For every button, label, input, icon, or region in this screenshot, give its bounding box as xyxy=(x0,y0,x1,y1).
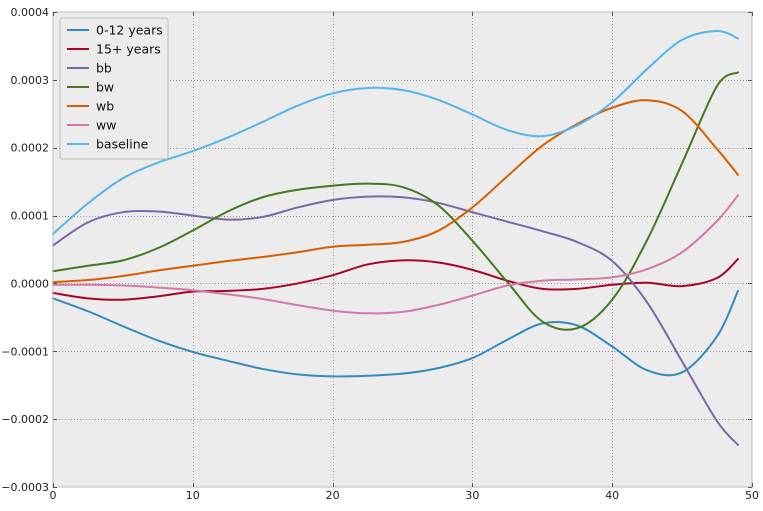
x-tick-label: 30 xyxy=(465,489,479,502)
tick-marks xyxy=(53,12,753,488)
y-axis-tick-labels: −0.0003 −0.0002 −0.0001 0.0000 0.0001 0.0002 0… xyxy=(1,6,49,494)
y-tick-label: 0.0003 xyxy=(11,74,50,87)
series-line-baseline xyxy=(52,29,740,235)
plot-frame xyxy=(52,11,753,488)
x-tick-label: 10 xyxy=(186,489,200,502)
legend-label-bb: bb xyxy=(96,61,112,76)
x-tick-label: 20 xyxy=(326,489,340,502)
legend-label-bw: bw xyxy=(96,80,114,95)
series-line-wb xyxy=(52,99,740,284)
series-lines xyxy=(52,29,740,446)
y-tick-label: 0.0001 xyxy=(11,210,50,223)
series-line-bb xyxy=(52,195,740,446)
x-tick-label: 40 xyxy=(605,489,619,502)
y-tick-label: −0.0001 xyxy=(1,345,49,358)
y-tick-label: 0.0002 xyxy=(11,142,50,155)
y-tick-label: −0.0002 xyxy=(1,413,49,426)
x-tick-label: 0 xyxy=(50,489,57,502)
x-tick-label: 50 xyxy=(745,489,759,502)
y-tick-label: −0.0003 xyxy=(1,481,49,494)
legend: 0-12 years 15+ years bb bw wb ww baseline xyxy=(59,17,169,160)
series-line-ww xyxy=(52,194,740,315)
series-line-0-12-years xyxy=(52,289,740,378)
legend-label-wb: wb xyxy=(96,99,114,114)
legend-box xyxy=(59,17,169,160)
y-tick-label: 0.0004 xyxy=(11,6,50,19)
legend-label-15-years: 15+ years xyxy=(96,42,161,57)
series-line-bw xyxy=(52,71,740,331)
y-tick-label: 0.0000 xyxy=(11,277,50,290)
x-axis-tick-labels: 0 10 20 30 40 50 xyxy=(50,489,760,502)
legend-label-0-12-years: 0-12 years xyxy=(96,23,163,38)
series-line-15-years xyxy=(52,258,740,301)
legend-label-baseline: baseline xyxy=(96,137,149,152)
plot-area xyxy=(53,12,752,487)
legend-label-ww: ww xyxy=(96,118,116,133)
